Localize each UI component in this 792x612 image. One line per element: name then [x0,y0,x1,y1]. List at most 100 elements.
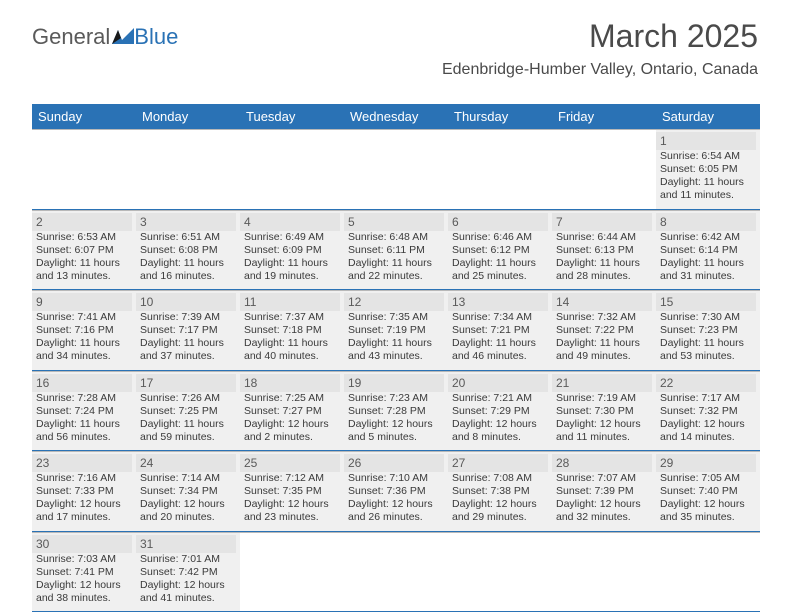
day-cell: 14Sunrise: 7:32 AMSunset: 7:22 PMDayligh… [552,290,656,370]
sunrise-text: Sunrise: 7:16 AM [36,472,132,485]
day-info: Sunrise: 7:17 AMSunset: 7:32 PMDaylight:… [656,392,756,445]
daylight-text: Daylight: 11 hours and 59 minutes. [140,418,236,444]
day-cell: 26Sunrise: 7:10 AMSunset: 7:36 PMDayligh… [344,451,448,531]
day-cell: 15Sunrise: 7:30 AMSunset: 7:23 PMDayligh… [656,290,760,370]
day-cell-empty [448,532,552,612]
sunset-text: Sunset: 7:42 PM [140,566,236,579]
sunrise-text: Sunrise: 7:37 AM [244,311,340,324]
day-info: Sunrise: 6:44 AMSunset: 6:13 PMDaylight:… [552,231,652,284]
day-cell: 8Sunrise: 6:42 AMSunset: 6:14 PMDaylight… [656,210,760,290]
sunset-text: Sunset: 7:36 PM [348,485,444,498]
day-cell: 27Sunrise: 7:08 AMSunset: 7:38 PMDayligh… [448,451,552,531]
daylight-text: Daylight: 11 hours and 22 minutes. [348,257,444,283]
day-info: Sunrise: 7:37 AMSunset: 7:18 PMDaylight:… [240,311,340,364]
sunset-text: Sunset: 7:18 PM [244,324,340,337]
day-info: Sunrise: 7:41 AMSunset: 7:16 PMDaylight:… [32,311,132,364]
day-cell-empty [136,129,240,209]
sunset-text: Sunset: 7:34 PM [140,485,236,498]
day-cell: 7Sunrise: 6:44 AMSunset: 6:13 PMDaylight… [552,210,656,290]
day-info: Sunrise: 6:48 AMSunset: 6:11 PMDaylight:… [344,231,444,284]
weekday-header: Sunday [32,104,136,129]
sunset-text: Sunset: 7:21 PM [452,324,548,337]
weekday-header: Saturday [656,104,760,129]
day-cell: 10Sunrise: 7:39 AMSunset: 7:17 PMDayligh… [136,290,240,370]
sunrise-text: Sunrise: 6:44 AM [556,231,652,244]
day-number: 27 [448,454,548,472]
sunset-text: Sunset: 7:29 PM [452,405,548,418]
daylight-text: Daylight: 11 hours and 53 minutes. [660,337,756,363]
day-number: 26 [344,454,444,472]
day-number: 22 [656,374,756,392]
day-cell: 29Sunrise: 7:05 AMSunset: 7:40 PMDayligh… [656,451,760,531]
day-number: 15 [656,293,756,311]
daylight-text: Daylight: 12 hours and 14 minutes. [660,418,756,444]
sunset-text: Sunset: 7:17 PM [140,324,236,337]
day-info: Sunrise: 7:25 AMSunset: 7:27 PMDaylight:… [240,392,340,445]
day-number: 5 [344,213,444,231]
sunrise-text: Sunrise: 7:17 AM [660,392,756,405]
sunrise-text: Sunrise: 7:26 AM [140,392,236,405]
month-title: March 2025 [442,18,758,55]
day-info: Sunrise: 7:05 AMSunset: 7:40 PMDaylight:… [656,472,756,525]
daylight-text: Daylight: 12 hours and 41 minutes. [140,579,236,605]
day-number: 31 [136,535,236,553]
day-cell: 24Sunrise: 7:14 AMSunset: 7:34 PMDayligh… [136,451,240,531]
day-info: Sunrise: 7:03 AMSunset: 7:41 PMDaylight:… [32,553,132,606]
calendar-grid: Sunday Monday Tuesday Wednesday Thursday… [32,104,760,612]
day-cell-empty [240,532,344,612]
weekday-header-row: Sunday Monday Tuesday Wednesday Thursday… [32,104,760,129]
sunset-text: Sunset: 7:23 PM [660,324,756,337]
sunrise-text: Sunrise: 7:21 AM [452,392,548,405]
sunrise-text: Sunrise: 7:12 AM [244,472,340,485]
day-info: Sunrise: 7:39 AMSunset: 7:17 PMDaylight:… [136,311,236,364]
week-row: 16Sunrise: 7:28 AMSunset: 7:24 PMDayligh… [32,371,760,452]
sunset-text: Sunset: 6:11 PM [348,244,444,257]
daylight-text: Daylight: 12 hours and 5 minutes. [348,418,444,444]
daylight-text: Daylight: 12 hours and 38 minutes. [36,579,132,605]
location-text: Edenbridge-Humber Valley, Ontario, Canad… [442,61,758,79]
day-info: Sunrise: 6:54 AMSunset: 6:05 PMDaylight:… [656,150,756,203]
sunset-text: Sunset: 7:19 PM [348,324,444,337]
day-cell: 20Sunrise: 7:21 AMSunset: 7:29 PMDayligh… [448,371,552,451]
day-info: Sunrise: 7:30 AMSunset: 7:23 PMDaylight:… [656,311,756,364]
sunset-text: Sunset: 6:12 PM [452,244,548,257]
day-cell: 3Sunrise: 6:51 AMSunset: 6:08 PMDaylight… [136,210,240,290]
daylight-text: Daylight: 12 hours and 8 minutes. [452,418,548,444]
day-cell: 13Sunrise: 7:34 AMSunset: 7:21 PMDayligh… [448,290,552,370]
day-info: Sunrise: 6:46 AMSunset: 6:12 PMDaylight:… [448,231,548,284]
sunset-text: Sunset: 6:05 PM [660,163,756,176]
day-info: Sunrise: 7:08 AMSunset: 7:38 PMDaylight:… [448,472,548,525]
weekday-header: Friday [552,104,656,129]
daylight-text: Daylight: 11 hours and 43 minutes. [348,337,444,363]
sunset-text: Sunset: 7:33 PM [36,485,132,498]
day-cell: 17Sunrise: 7:26 AMSunset: 7:25 PMDayligh… [136,371,240,451]
weekday-header: Monday [136,104,240,129]
sunset-text: Sunset: 7:24 PM [36,405,132,418]
logo-text-blue: Blue [134,24,178,50]
sunset-text: Sunset: 6:08 PM [140,244,236,257]
day-info: Sunrise: 7:14 AMSunset: 7:34 PMDaylight:… [136,472,236,525]
sunset-text: Sunset: 7:39 PM [556,485,652,498]
day-number: 24 [136,454,236,472]
day-cell-empty [344,129,448,209]
day-number: 14 [552,293,652,311]
sunrise-text: Sunrise: 7:14 AM [140,472,236,485]
week-row: 1Sunrise: 6:54 AMSunset: 6:05 PMDaylight… [32,129,760,210]
day-number: 20 [448,374,548,392]
day-number: 25 [240,454,340,472]
sunrise-text: Sunrise: 7:30 AM [660,311,756,324]
logo-text-general: General [32,24,110,50]
sunrise-text: Sunrise: 7:41 AM [36,311,132,324]
day-number: 9 [32,293,132,311]
day-cell: 9Sunrise: 7:41 AMSunset: 7:16 PMDaylight… [32,290,136,370]
sunrise-text: Sunrise: 7:10 AM [348,472,444,485]
daylight-text: Daylight: 12 hours and 20 minutes. [140,498,236,524]
daylight-text: Daylight: 12 hours and 2 minutes. [244,418,340,444]
weekday-header: Thursday [448,104,552,129]
week-row: 2Sunrise: 6:53 AMSunset: 6:07 PMDaylight… [32,210,760,291]
day-cell: 23Sunrise: 7:16 AMSunset: 7:33 PMDayligh… [32,451,136,531]
sunset-text: Sunset: 7:25 PM [140,405,236,418]
day-cell-empty [344,532,448,612]
sunrise-text: Sunrise: 7:01 AM [140,553,236,566]
title-block: March 2025 Edenbridge-Humber Valley, Ont… [442,18,758,79]
